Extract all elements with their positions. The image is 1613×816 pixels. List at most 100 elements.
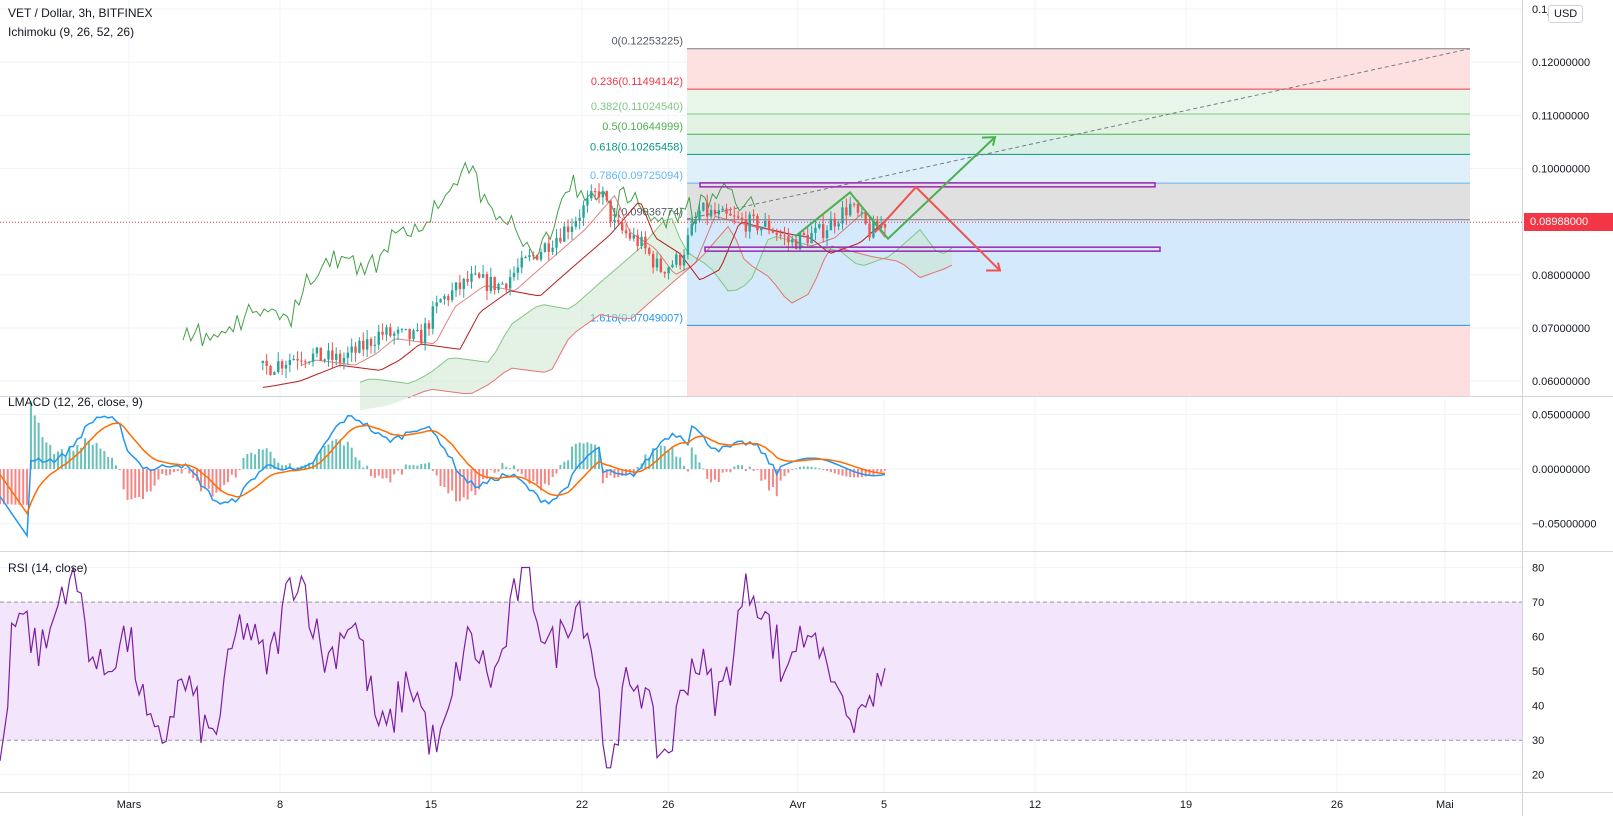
macd-histogram-bar — [578, 442, 581, 470]
candle-body — [304, 361, 307, 363]
candle-body — [597, 191, 601, 198]
macd-histogram-bar — [841, 469, 844, 476]
lmacd-pane[interactable] — [0, 401, 886, 539]
candle-body — [532, 255, 535, 257]
macd-histogram-bar — [230, 469, 233, 475]
candle-body — [767, 220, 771, 231]
macd-histogram-bar — [103, 450, 106, 470]
candle-body — [578, 217, 581, 221]
macd-histogram-bar — [277, 462, 280, 470]
rsi-pane[interactable] — [0, 566, 1522, 769]
candle-body — [280, 361, 284, 369]
candle-body — [570, 226, 574, 233]
macd-histogram-bar — [26, 469, 29, 505]
macd-histogram-bar — [489, 469, 492, 471]
price-axis[interactable]: 0.1__000.120000000.110000000.100000000.0… — [1532, 4, 1597, 782]
macd-histogram-bar — [868, 469, 871, 476]
macd-histogram-bar — [501, 462, 504, 470]
candle-body — [369, 339, 373, 346]
candle-body — [706, 202, 709, 217]
candle-body — [609, 200, 612, 222]
chart-drawings[interactable] — [0, 136, 1522, 272]
macd-histogram-bar — [41, 437, 44, 470]
macd-histogram-bar — [134, 469, 137, 498]
arrow-head-icon — [981, 136, 997, 146]
candle-body — [717, 210, 721, 215]
candle-body — [763, 220, 767, 227]
macd-histogram-bar — [853, 469, 856, 478]
macd-histogram-bar — [87, 440, 90, 470]
macd-histogram-bar — [570, 446, 573, 470]
macd-histogram-bar — [327, 444, 330, 470]
time-tick-label: 26 — [1331, 799, 1343, 811]
ichimoku-cloud — [359, 218, 953, 411]
price-tick-label: 0.08000000 — [1532, 270, 1590, 282]
macd-histogram-bar — [798, 467, 801, 470]
rsi-legend[interactable]: RSI (14, close) — [8, 561, 88, 575]
macd-histogram-bar — [373, 469, 376, 478]
macd-histogram-bar — [729, 469, 732, 473]
candle-body — [385, 327, 388, 335]
candlestick-series[interactable] — [261, 183, 887, 378]
macd-histogram-bar — [335, 439, 338, 470]
currency-badge[interactable]: USD — [1548, 5, 1584, 23]
macd-histogram-bar — [184, 467, 187, 470]
candle-body — [381, 331, 384, 335]
candle-body — [721, 208, 724, 211]
macd-histogram-bar — [284, 465, 287, 470]
candle-body — [427, 323, 431, 329]
candle-body — [566, 226, 570, 233]
candle-body — [694, 219, 697, 224]
candle-body — [319, 347, 322, 361]
candle-body — [702, 202, 705, 211]
macd-tick-label: 0.05000000 — [1532, 409, 1590, 421]
fibonacci-retracement[interactable]: 0(0.12253225) 0.236(0.11494142) 0.382(0.11… — [590, 36, 1471, 396]
candle-body — [323, 359, 326, 361]
macd-histogram-bar — [671, 447, 674, 470]
candle-body — [412, 330, 415, 340]
candle-body — [315, 347, 319, 354]
fib-trend-line — [686, 48, 1471, 220]
ichimoku-span-b — [407, 225, 953, 399]
macd-histogram-bar — [400, 469, 403, 475]
ichimoku-cloud-fill — [360, 218, 952, 411]
candle-body — [725, 208, 728, 214]
bearish-projection-arrow — [874, 185, 1001, 272]
rsi-tick-label: 40 — [1532, 701, 1544, 713]
ichimoku-legend[interactable]: Ichimoku (9, 26, 52, 26) — [8, 25, 135, 39]
macd-histogram-bar — [497, 469, 500, 472]
candle-body — [791, 239, 794, 243]
macd-histogram-bar — [281, 465, 284, 470]
candle-body — [400, 329, 404, 331]
macd-histogram-bar — [818, 468, 821, 470]
candle-body — [775, 232, 778, 235]
candle-body — [377, 331, 380, 345]
candle-body — [593, 191, 597, 193]
candle-body — [624, 230, 628, 234]
candle-body — [481, 274, 485, 278]
macd-histogram-bar — [474, 469, 477, 495]
price-tick-label: 0.11000000 — [1532, 110, 1589, 122]
candle-body — [648, 248, 651, 254]
macd-histogram-bar — [80, 447, 83, 470]
candle-body — [640, 236, 643, 246]
macd-histogram-bar — [157, 469, 160, 480]
macd-histogram-bar — [775, 469, 778, 497]
macd-histogram-bar — [377, 469, 380, 476]
candle-body — [690, 223, 693, 236]
time-axis[interactable]: Mars 8 15 22 26 Avr 5 12 19 26 Mai — [117, 799, 1454, 811]
candle-body — [667, 267, 670, 274]
symbol-title[interactable]: VET / Dollar, 3h, BITFINEX — [8, 6, 153, 20]
macd-histogram-bar — [118, 469, 121, 471]
lmacd-legend[interactable]: LMACD (12, 26, close, 9) — [8, 395, 143, 409]
macd-histogram-bar — [447, 469, 450, 494]
macd-histogram-bar — [783, 469, 786, 477]
arrow-head-icon — [986, 262, 1002, 272]
macd-histogram-bar — [431, 469, 434, 471]
candle-body — [505, 283, 508, 289]
candle-body — [841, 207, 844, 224]
candle-body — [474, 273, 477, 275]
candle-body — [617, 219, 620, 223]
